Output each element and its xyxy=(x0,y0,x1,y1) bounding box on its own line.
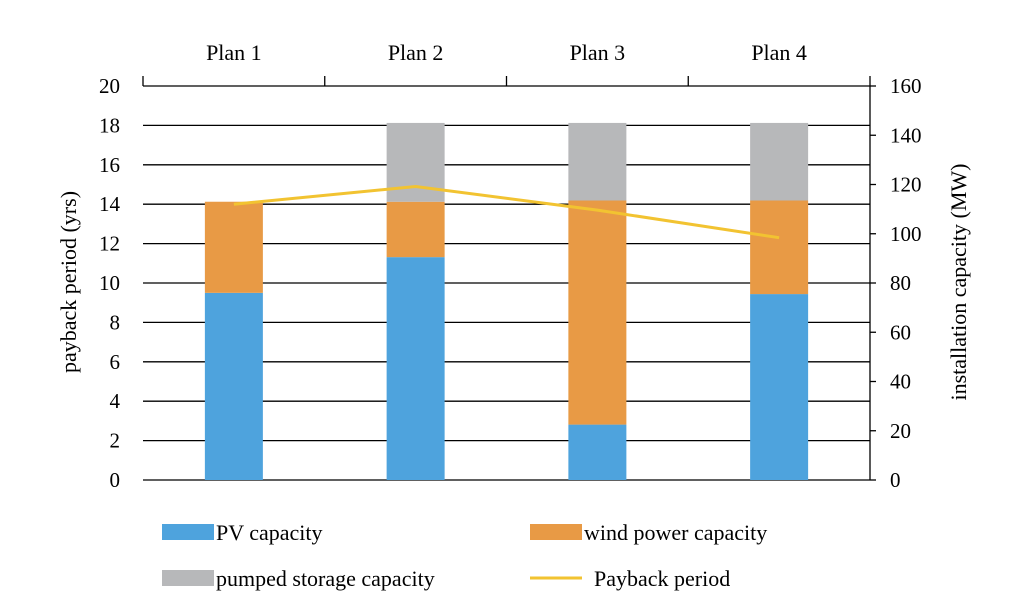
y-tick-label: 14 xyxy=(99,192,121,216)
legend-swatch xyxy=(162,524,214,540)
legend-item-pumped-storage-capacity: pumped storage capacity xyxy=(162,566,435,591)
category-label: Plan 4 xyxy=(751,40,807,65)
y2-tick-label: 120 xyxy=(890,173,922,197)
legend-label: pumped storage capacity xyxy=(216,566,435,591)
y-tick-label: 4 xyxy=(110,389,121,413)
bar-pumped-storage-capacity-3 xyxy=(568,122,627,201)
legend-label: Payback period xyxy=(594,566,730,591)
y-tick-label: 8 xyxy=(110,310,121,334)
y2-tick-label: 100 xyxy=(890,222,922,246)
payback-line xyxy=(233,184,780,240)
line-payback-period xyxy=(233,184,780,240)
y-tick-label: 2 xyxy=(110,429,121,453)
bar-pv-capacity-2 xyxy=(386,257,445,480)
y2-tick-label: 40 xyxy=(890,370,911,394)
y2-tick-label: 160 xyxy=(890,74,922,98)
y-tick-label: 12 xyxy=(99,232,120,256)
bars xyxy=(204,122,809,480)
bar-pv-capacity-3 xyxy=(568,424,627,480)
bar-wind-power-capacity-3 xyxy=(568,200,627,425)
category-label: Plan 1 xyxy=(206,40,262,65)
bar-wind-power-capacity-2 xyxy=(386,201,445,258)
legend: PV capacity wind power capacity pumped sto… xyxy=(162,520,767,591)
category-label: Plan 2 xyxy=(388,40,444,65)
y-axis-title: payback period (yrs) xyxy=(56,191,81,373)
legend-swatch xyxy=(530,524,582,540)
bar-pumped-storage-capacity-4 xyxy=(750,122,809,201)
bar-wind-power-capacity-4 xyxy=(750,200,809,295)
y2-tick-label: 60 xyxy=(890,320,911,344)
legend-label: wind power capacity xyxy=(584,520,767,545)
category-label: Plan 3 xyxy=(570,40,626,65)
legend-label: PV capacity xyxy=(216,520,323,545)
y-tick-label: 20 xyxy=(99,74,120,98)
bar-wind-power-capacity-1 xyxy=(204,201,263,293)
bar-pv-capacity-1 xyxy=(204,292,263,480)
legend-swatch xyxy=(162,570,214,586)
y-tick-label: 10 xyxy=(99,271,120,295)
y2-tick-label: 140 xyxy=(890,123,922,147)
y-tick-label: 0 xyxy=(110,468,121,492)
y2-axis-title: installation capacity (MW) xyxy=(946,163,971,400)
y2-tick-label: 0 xyxy=(890,468,901,492)
tick-labels: Plan 1 Plan 2 Plan 3 Plan 4 0 2 4 6 8 10 12 14 16 18 2… xyxy=(99,40,922,492)
y-tick-label: 18 xyxy=(99,113,120,137)
y2-tick-label: 80 xyxy=(890,271,911,295)
legend-item-wind-power-capacity: wind power capacity xyxy=(530,520,767,545)
axes xyxy=(142,76,876,481)
y-tick-label: 6 xyxy=(110,350,121,374)
legend-item-payback-period: Payback period xyxy=(530,566,730,591)
y2-tick-label: 20 xyxy=(890,419,911,443)
legend-item-pv-capacity: PV capacity xyxy=(162,520,323,545)
grid-lines xyxy=(143,124,870,481)
bar-pv-capacity-4 xyxy=(750,294,809,480)
y-tick-label: 16 xyxy=(99,153,120,177)
